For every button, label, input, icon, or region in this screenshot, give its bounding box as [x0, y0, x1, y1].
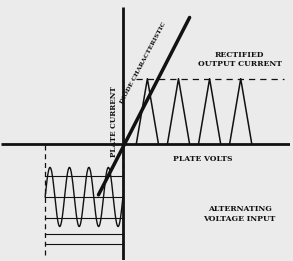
Text: DIODE CHARACTERISTIC: DIODE CHARACTERISTIC	[119, 21, 167, 104]
Text: PLATE CURRENT: PLATE CURRENT	[110, 86, 118, 157]
Text: ALTERNATING
VOLTAGE INPUT: ALTERNATING VOLTAGE INPUT	[203, 205, 276, 223]
Text: RECTIFIED
OUTPUT CURRENT: RECTIFIED OUTPUT CURRENT	[197, 51, 282, 68]
Text: PLATE VOLTS: PLATE VOLTS	[173, 155, 233, 163]
